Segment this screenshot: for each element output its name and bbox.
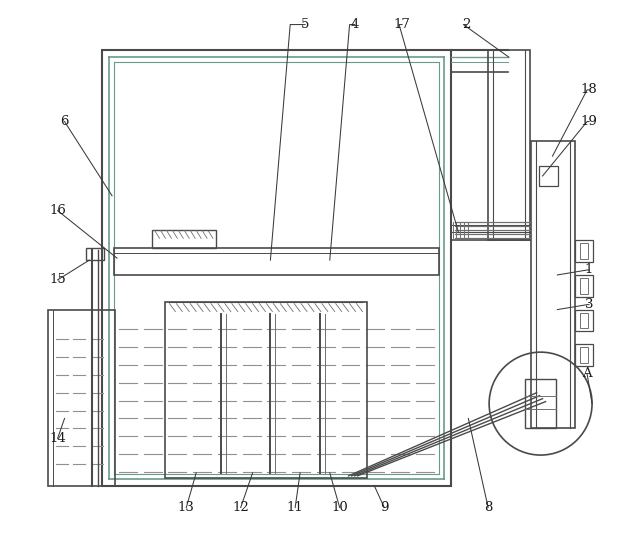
Text: 1: 1 <box>585 264 593 277</box>
Text: 8: 8 <box>484 501 492 514</box>
Text: 13: 13 <box>178 501 195 514</box>
Bar <box>575 240 593 262</box>
Text: 5: 5 <box>301 18 310 31</box>
Text: 12: 12 <box>232 501 249 514</box>
Text: 2: 2 <box>462 18 470 31</box>
Text: 18: 18 <box>581 84 597 96</box>
Bar <box>102 50 451 486</box>
Bar <box>580 313 588 328</box>
Bar <box>530 141 575 429</box>
Text: 11: 11 <box>287 501 303 514</box>
Bar <box>525 379 556 429</box>
Text: 4: 4 <box>350 18 359 31</box>
Text: 14: 14 <box>50 432 66 445</box>
Text: 19: 19 <box>581 115 597 128</box>
Text: 3: 3 <box>585 298 594 311</box>
Bar <box>539 166 558 186</box>
Bar <box>86 248 104 260</box>
Bar <box>152 230 216 248</box>
Bar <box>488 50 530 240</box>
Bar <box>48 309 115 486</box>
Bar <box>114 248 439 275</box>
Bar <box>575 275 593 296</box>
Text: 17: 17 <box>394 18 410 31</box>
Bar <box>580 347 588 363</box>
Bar <box>575 344 593 366</box>
Text: 16: 16 <box>49 204 66 217</box>
Text: 9: 9 <box>380 501 389 514</box>
Bar <box>580 278 588 294</box>
Text: 10: 10 <box>331 501 348 514</box>
Text: 6: 6 <box>60 115 69 128</box>
Bar <box>575 309 593 331</box>
Bar <box>165 302 368 478</box>
Text: A: A <box>582 368 592 381</box>
Text: 15: 15 <box>50 273 66 286</box>
Bar <box>580 243 588 259</box>
